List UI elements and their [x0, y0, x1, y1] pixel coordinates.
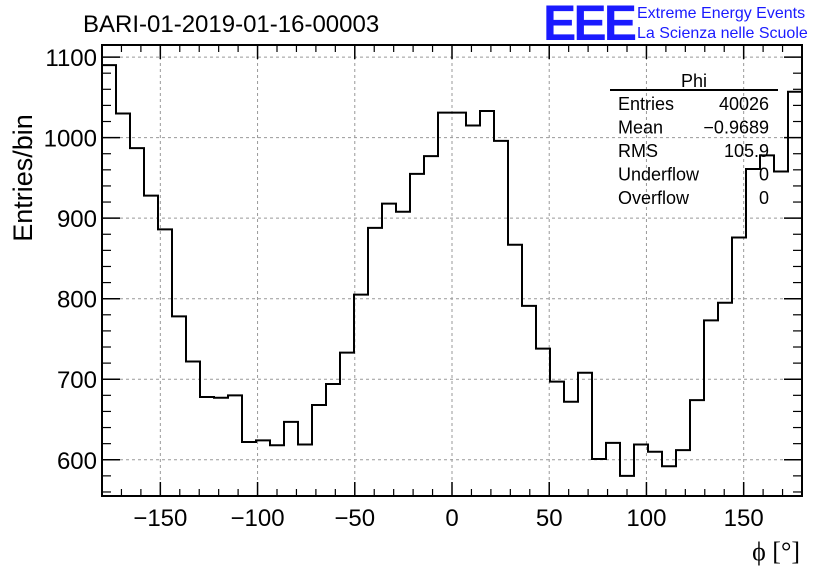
axis-ticks: [101, 45, 803, 496]
stats-title: Phi: [681, 71, 707, 91]
y-tick-label: 800: [57, 287, 97, 314]
histogram-bin: [158, 229, 172, 496]
histogram-bin: [130, 148, 144, 496]
histogram-bin: [662, 466, 676, 496]
histogram-bin: [592, 459, 606, 496]
histogram-bin: [564, 402, 578, 496]
x-tick-label: −100: [231, 505, 285, 532]
y-tick-label: 1100: [45, 45, 97, 72]
histogram-bin: [186, 362, 200, 496]
histogram-bin: [452, 113, 466, 496]
stats-label: Underflow: [618, 165, 700, 185]
histogram-bin: [466, 126, 480, 496]
stats-label: Entries: [618, 94, 674, 114]
x-tick-label: −150: [133, 505, 187, 532]
histogram-bin: [494, 141, 508, 496]
histogram-bin: [410, 174, 424, 496]
histogram-bin: [648, 452, 662, 496]
histogram-bin: [228, 395, 242, 496]
y-tick-label: 600: [57, 448, 97, 475]
y-axis-label: Entries/bin: [8, 114, 38, 242]
eee-logo-line2: La Scienza nelle Scuole: [637, 25, 808, 42]
x-tick-label: 150: [724, 505, 764, 532]
y-tick-label: 1000: [44, 126, 97, 153]
histogram-bin: [396, 212, 410, 496]
histogram-bin: [550, 382, 564, 496]
histogram-bin: [298, 444, 312, 496]
stats-label: Overflow: [618, 188, 690, 208]
x-tick-label: −50: [334, 505, 375, 532]
x-tick-label: 50: [536, 505, 563, 532]
histogram-bin: [536, 349, 550, 496]
histogram-bin: [746, 169, 760, 496]
histogram-bin: [270, 445, 284, 496]
histogram-bin: [704, 320, 718, 496]
y-tick-label: 900: [57, 206, 97, 233]
histogram-bin: [522, 306, 536, 496]
histogram-bin: [606, 443, 620, 496]
histogram-bin: [340, 353, 354, 496]
histogram-bin: [144, 196, 158, 496]
stats-label: RMS: [618, 141, 658, 161]
y-tick-labels: 600 700 800 900 1000 1100: [44, 45, 97, 475]
histogram-bin: [312, 405, 326, 496]
x-tick-label: 100: [626, 505, 666, 532]
histogram-bin: [214, 398, 228, 496]
stats-label: Mean: [618, 118, 663, 138]
histogram-bin: [424, 156, 438, 496]
histogram-bin: [732, 237, 746, 496]
histogram-bin: [200, 397, 214, 496]
x-tick-labels: −150 −100 −50 0 50 100 150: [133, 505, 763, 532]
histogram-bin: [242, 442, 256, 496]
stats-value: 40026: [719, 94, 769, 114]
histogram-bin: [102, 65, 116, 496]
run-title: BARI-01-2019-01-16-00003: [83, 11, 380, 38]
histogram-bin: [326, 384, 340, 496]
stats-box: Phi Entries 40026 Mean −0.9689 RMS 105.9 Underf…: [610, 71, 778, 208]
histogram-bin: [172, 316, 186, 496]
histogram-line: [102, 64, 802, 477]
stats-value: 0: [759, 165, 769, 185]
histogram-bin: [368, 228, 382, 496]
histogram-bin: [718, 303, 732, 496]
histogram-bin: [116, 113, 130, 496]
stats-value: 0: [759, 188, 769, 208]
histogram-bin: [284, 422, 298, 496]
x-tick-label: 0: [445, 505, 458, 532]
histogram-bin: [774, 171, 788, 496]
stats-value: 105.9: [724, 141, 769, 161]
eee-logo: EEE: [543, 0, 637, 51]
x-axis-label: ϕ [°]: [752, 537, 800, 566]
histogram-bin: [480, 111, 494, 496]
histogram-bin: [676, 450, 690, 496]
histogram-bin: [382, 204, 396, 496]
histogram-bin: [690, 400, 704, 496]
histogram-bin: [354, 295, 368, 496]
histogram-bin: [508, 245, 522, 496]
histogram-bin: [788, 92, 802, 496]
histogram-bin: [438, 113, 452, 496]
eee-logo-line1: Extreme Energy Events: [637, 5, 806, 22]
histogram-series: [102, 64, 802, 496]
histogram-bin: [578, 373, 592, 496]
stats-value: −0.9689: [703, 118, 769, 138]
eee-logo-caption: Extreme Energy Events La Scienza nelle S…: [637, 4, 808, 44]
y-tick-label: 700: [57, 367, 97, 394]
